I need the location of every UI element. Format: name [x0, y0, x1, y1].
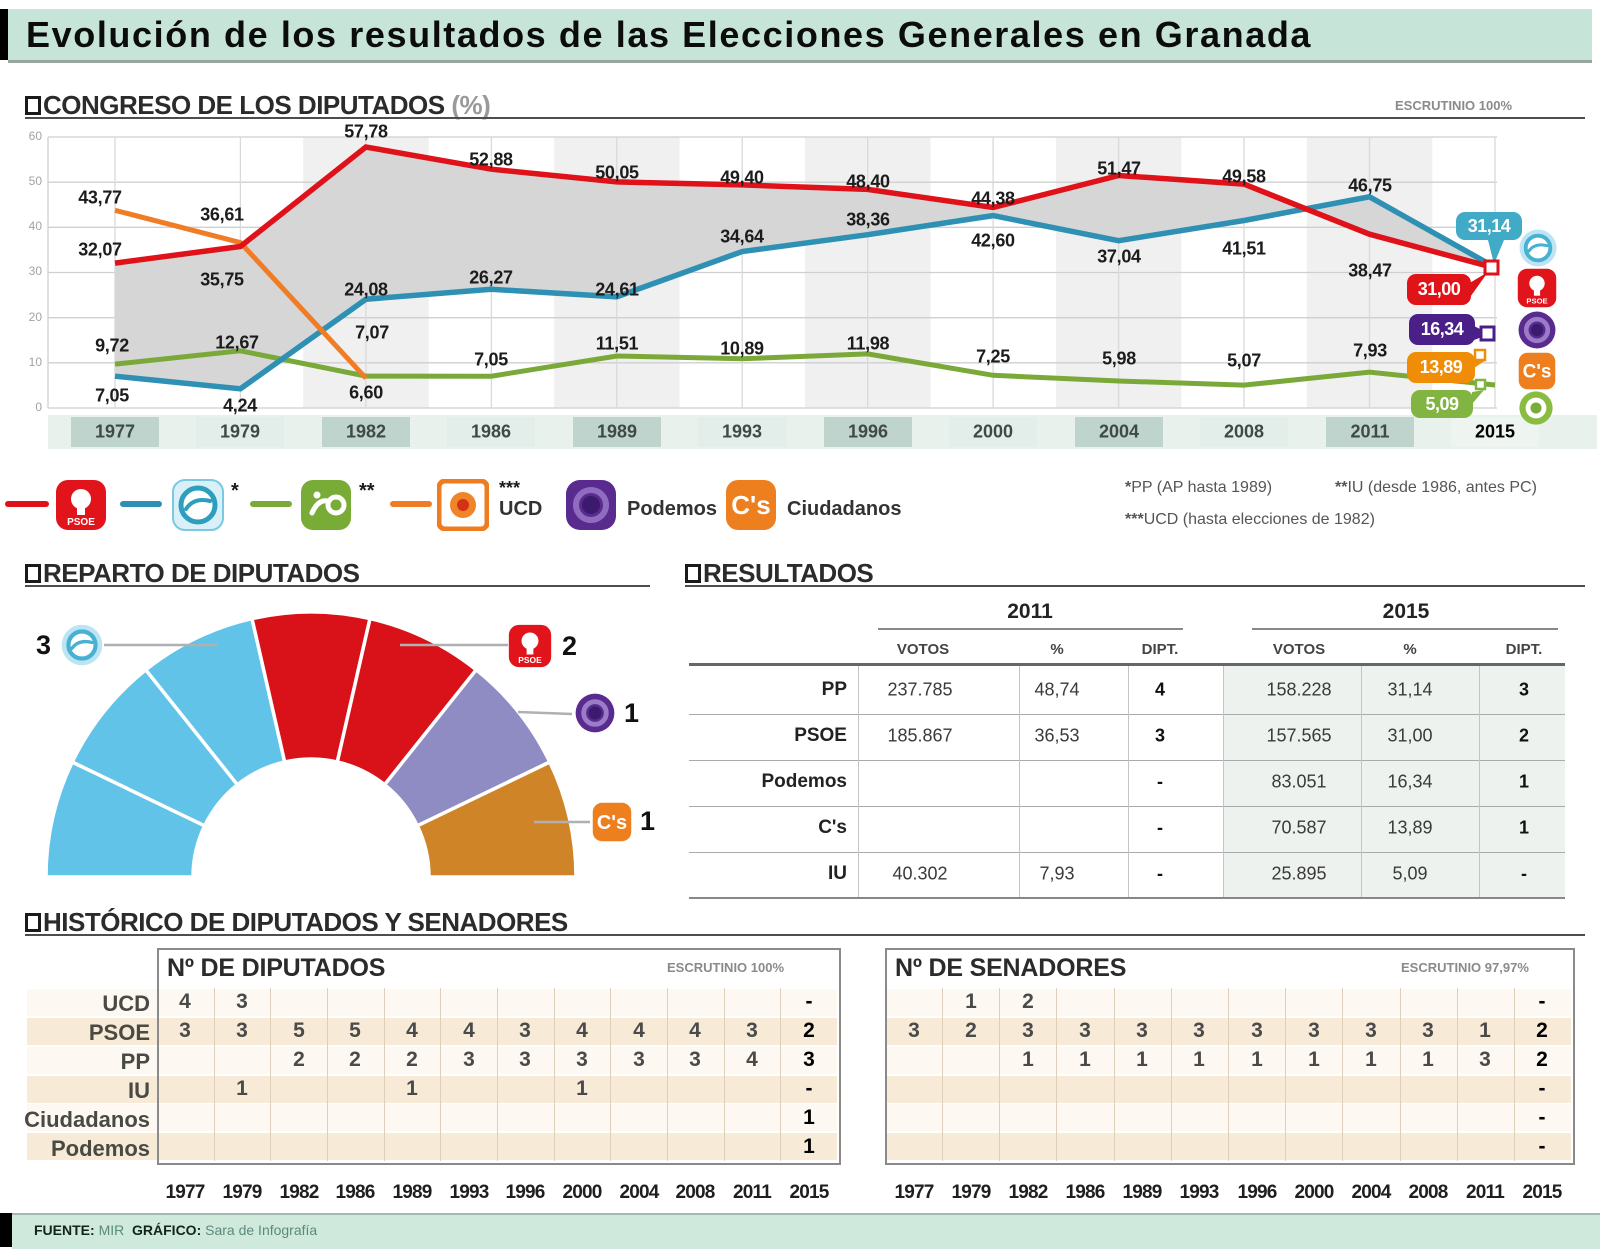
svg-text:PSOE: PSOE: [518, 655, 542, 665]
svg-text:C's: C's: [731, 490, 770, 520]
svg-text:PSOE: PSOE: [1526, 296, 1547, 305]
svg-text:C's: C's: [597, 812, 627, 834]
svg-text:C's: C's: [1523, 362, 1552, 383]
svg-text:PSOE: PSOE: [67, 517, 95, 528]
